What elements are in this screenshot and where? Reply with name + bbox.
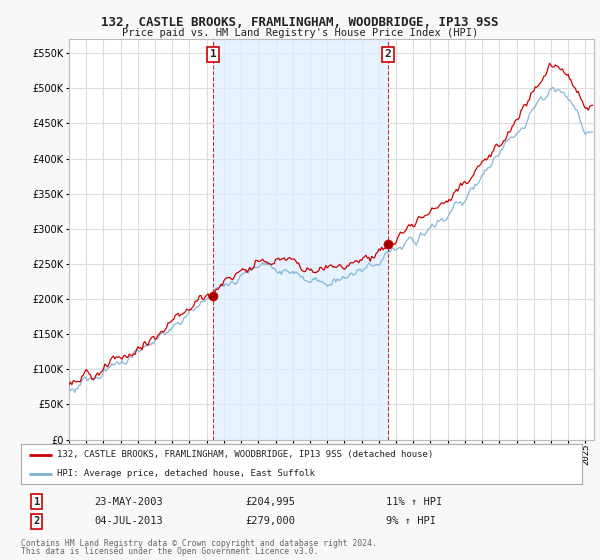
Text: 132, CASTLE BROOKS, FRAMLINGHAM, WOODBRIDGE, IP13 9SS: 132, CASTLE BROOKS, FRAMLINGHAM, WOODBRI…: [101, 16, 499, 29]
Text: 23-MAY-2003: 23-MAY-2003: [94, 497, 163, 507]
Text: 04-JUL-2013: 04-JUL-2013: [94, 516, 163, 526]
Text: 1: 1: [210, 49, 217, 59]
Text: 9% ↑ HPI: 9% ↑ HPI: [386, 516, 436, 526]
Text: £279,000: £279,000: [245, 516, 295, 526]
Text: 132, CASTLE BROOKS, FRAMLINGHAM, WOODBRIDGE, IP13 9SS (detached house): 132, CASTLE BROOKS, FRAMLINGHAM, WOODBRI…: [58, 450, 434, 459]
Text: This data is licensed under the Open Government Licence v3.0.: This data is licensed under the Open Gov…: [21, 547, 319, 556]
Text: 11% ↑ HPI: 11% ↑ HPI: [386, 497, 442, 507]
Text: HPI: Average price, detached house, East Suffolk: HPI: Average price, detached house, East…: [58, 469, 316, 478]
Text: £204,995: £204,995: [245, 497, 295, 507]
Text: 2: 2: [385, 49, 392, 59]
Bar: [213, 39, 388, 440]
Text: Contains HM Land Registry data © Crown copyright and database right 2024.: Contains HM Land Registry data © Crown c…: [21, 539, 377, 548]
Text: 2: 2: [34, 516, 40, 526]
Text: 1: 1: [34, 497, 40, 507]
Text: Price paid vs. HM Land Registry's House Price Index (HPI): Price paid vs. HM Land Registry's House …: [122, 28, 478, 38]
